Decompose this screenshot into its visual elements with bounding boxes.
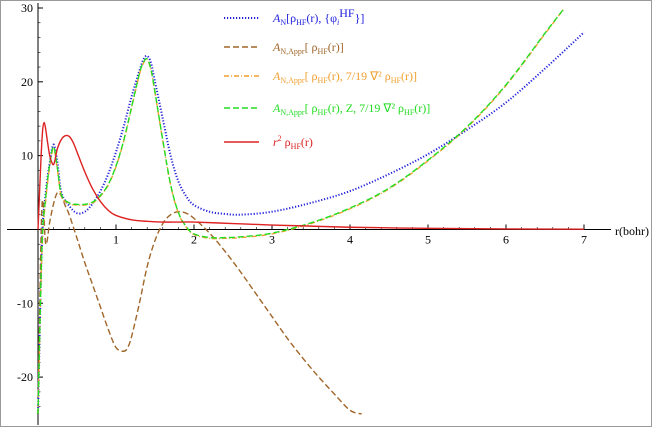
series-curves xyxy=(37,7,585,415)
x-tick-label: 6 xyxy=(503,232,509,246)
series-r2-rho-legend-label: r2 ρHF(r) xyxy=(273,134,313,151)
series-an-appr-laplacian-legend-label: AN,Appr[ ρHF(r), 7/19 ∇² ρHF(r)] xyxy=(272,69,417,85)
y-tick-label: 30 xyxy=(21,1,33,15)
y-tick-label: -10 xyxy=(17,296,33,310)
x-tick-label: 3 xyxy=(269,232,275,246)
series-an-appr-z-laplacian-legend-label: AN,Appr[ ρHF(r), Z, 7/19 ∇² ρHF(r)] xyxy=(272,101,430,117)
series-an-hf-legend-label: AN[ρHF(r), {φiHF}] xyxy=(272,6,364,27)
series-an-appr-legend-label: AN,Appr[ ρHF(r)] xyxy=(272,40,344,56)
legend: AN[ρHF(r), {φiHF}] AN,Appr[ ρHF(r)] AN,App… xyxy=(224,6,430,151)
series-an-appr-z-laplacian-line xyxy=(37,7,566,415)
series-an-appr-line xyxy=(37,191,362,415)
y-tick-label: 10 xyxy=(21,149,33,163)
x-tick-label: 2 xyxy=(191,232,197,246)
series-an-hf-line xyxy=(37,31,585,415)
series-an-appr-laplacian-line xyxy=(37,7,566,415)
y-tick-label: -20 xyxy=(17,370,33,384)
axes: 1 2 3 4 5 6 7 -20 -10 10 20 30 xyxy=(7,1,611,425)
series-r2-rho-line xyxy=(37,121,585,230)
x-tick-label: 1 xyxy=(113,232,119,246)
y-tick-label: 20 xyxy=(21,75,33,89)
x-tick-label: 4 xyxy=(347,232,353,246)
x-tick-label: 5 xyxy=(425,232,431,246)
x-tick-label: 7 xyxy=(581,232,587,246)
x-axis-label: r(bohr) xyxy=(615,224,649,238)
